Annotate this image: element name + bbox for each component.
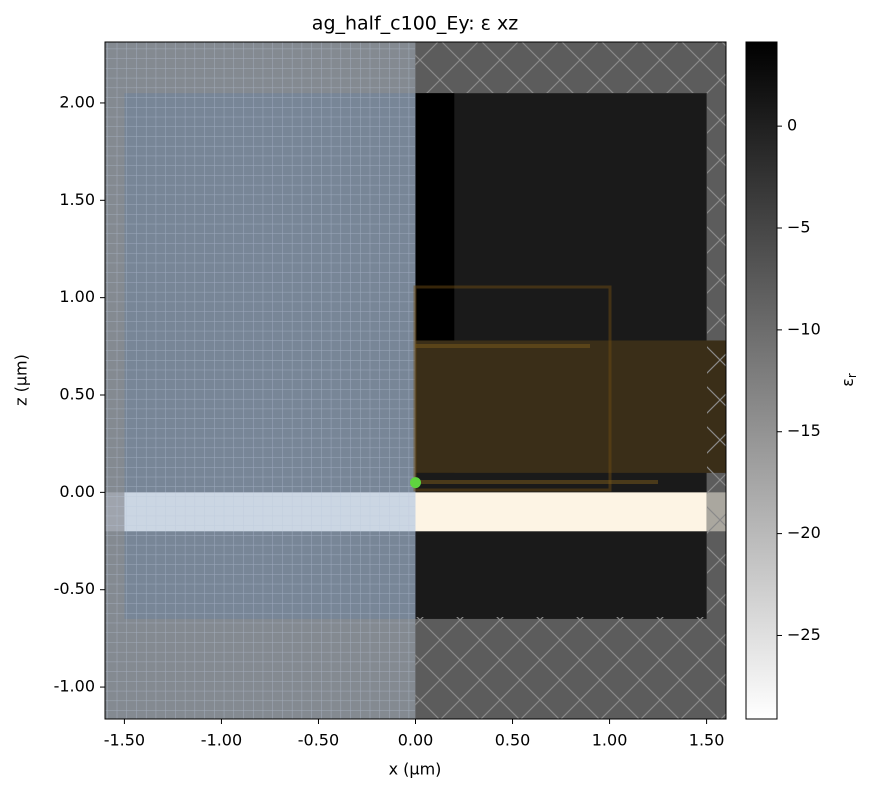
y-tick-label: 1.50 [59,190,95,209]
colorbar-tick-label: −5 [787,218,811,237]
y-tick-label: 2.00 [59,92,95,111]
symmetry-overlay [105,42,415,719]
colorbar-tick-label: 0 [787,116,797,135]
pml-hatch [707,93,726,617]
colorbar-tick-label: −25 [787,625,821,644]
source-point [410,477,421,489]
x-tick-label: 1.00 [592,731,628,750]
y-tick-label: -1.00 [54,677,95,696]
y-tick-label: 1.00 [59,287,95,306]
y-axis-label: z (µm) [12,354,31,406]
pml-hatch [415,42,726,93]
colorbar-label-main: ε [838,378,857,387]
structure [415,340,726,473]
chart-title: ag_half_c100_Ey: ε xz [312,13,518,35]
y-tick-label: -0.50 [54,579,95,598]
x-tick-label: -1.00 [201,731,242,750]
structure [415,492,707,532]
x-tick-label: 0.50 [495,731,531,750]
x-tick-label: 1.50 [689,731,725,750]
colorbar-tick-label: −10 [787,319,821,338]
x-tick-label: -1.50 [104,731,145,750]
x-tick-label: 0.00 [398,731,434,750]
monitor-box [413,285,612,492]
y-tick-label: 0.50 [59,385,95,404]
y-tick-label: 0.00 [59,482,95,501]
colorbar-tick-label: −20 [787,523,821,542]
x-tick-label: -0.50 [298,731,339,750]
colorbar-tick-label: −15 [787,421,821,440]
x-axis-label: x (µm) [389,760,442,779]
colorbar-label: εr [838,373,859,387]
colorbar [745,41,778,720]
pml-hatch [415,617,726,719]
mesh-overlay [105,42,415,719]
colorbar-label-sub: r [845,373,859,378]
overlays [105,42,726,719]
